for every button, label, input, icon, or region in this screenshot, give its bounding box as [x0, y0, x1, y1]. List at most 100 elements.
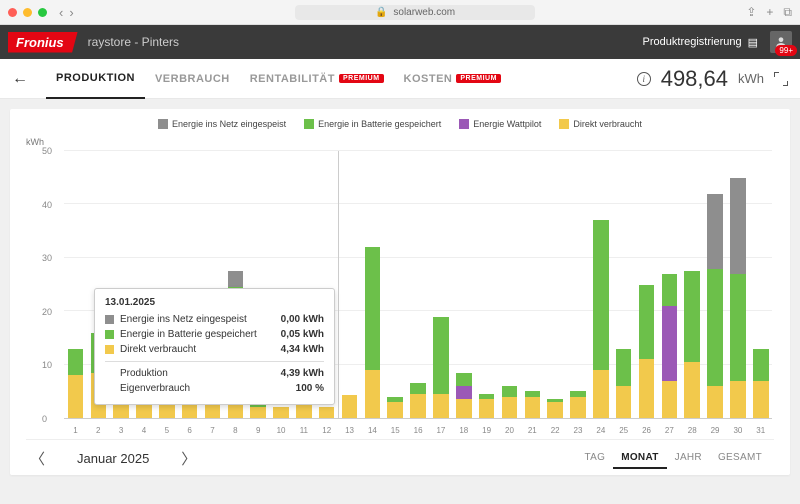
bar-day-17[interactable]	[430, 151, 453, 418]
bar-day-13[interactable]	[338, 151, 361, 418]
bar-seg-direct	[525, 397, 541, 418]
close-window[interactable]	[8, 8, 17, 17]
tooltip-spacer	[105, 384, 114, 393]
tooltip-row: Energie in Batterie gespeichert0,05 kWh	[105, 327, 324, 342]
bar-seg-direct	[753, 381, 769, 418]
browser-forward-icon[interactable]: ›	[69, 5, 73, 20]
bar-seg-battery	[639, 285, 655, 360]
share-icon[interactable]: ⇪	[746, 5, 756, 20]
bar-day-29[interactable]	[704, 151, 727, 418]
x-label: 16	[407, 426, 430, 435]
bar-day-25[interactable]	[612, 151, 635, 418]
bar-day-18[interactable]	[452, 151, 475, 418]
next-month-button[interactable]: 〉	[181, 448, 196, 469]
x-label: 5	[155, 426, 178, 435]
tooltip-swatch	[105, 330, 114, 339]
x-label: 8	[224, 426, 247, 435]
bar-seg-direct	[342, 395, 358, 418]
legend-swatch	[158, 119, 168, 129]
bar-seg-direct	[684, 362, 700, 418]
bar-seg-grid	[707, 194, 723, 269]
minimize-window[interactable]	[23, 8, 32, 17]
bar-day-22[interactable]	[544, 151, 567, 418]
bar-seg-direct	[365, 370, 381, 418]
bar-day-15[interactable]	[384, 151, 407, 418]
x-label: 18	[452, 426, 475, 435]
tooltip-summary-label: Eigenverbrauch	[120, 381, 260, 396]
x-label: 31	[749, 426, 772, 435]
period-tab-tag[interactable]: TAG	[577, 448, 614, 469]
bar-seg-battery	[684, 271, 700, 362]
chart-tooltip: 13.01.2025 Energie ins Netz eingespeist0…	[94, 288, 335, 405]
product-registration-link[interactable]: Produktregistrierung ▤	[643, 36, 758, 49]
bar-day-14[interactable]	[361, 151, 384, 418]
url-bar[interactable]: 🔒 solarweb.com	[295, 5, 535, 20]
new-tab-icon[interactable]: +	[766, 5, 773, 20]
x-label: 7	[201, 426, 224, 435]
bar-seg-direct	[570, 397, 586, 418]
tab-produktion[interactable]: PRODUKTION	[46, 59, 145, 99]
legend-item-direct[interactable]: Direkt verbraucht	[559, 119, 642, 129]
legend-item-battery[interactable]: Energie in Batterie gespeichert	[304, 119, 441, 129]
tab-rentabilität[interactable]: RENTABILITÄTPREMIUM	[240, 59, 394, 99]
legend-label: Direkt verbraucht	[573, 119, 642, 129]
legend-swatch	[459, 119, 469, 129]
legend-item-grid[interactable]: Energie ins Netz eingespeist	[158, 119, 286, 129]
bar-day-20[interactable]	[498, 151, 521, 418]
x-axis: 1234567891011121314151617181920212223242…	[64, 426, 772, 435]
browser-back-icon[interactable]: ‹	[59, 5, 63, 20]
browser-actions: ⇪ + ⧉	[746, 5, 792, 20]
bar-day-21[interactable]	[521, 151, 544, 418]
bar-day-26[interactable]	[635, 151, 658, 418]
x-label: 2	[87, 426, 110, 435]
bar-seg-direct	[319, 407, 335, 418]
bar-seg-battery	[456, 373, 472, 386]
x-label: 24	[589, 426, 612, 435]
bar-seg-direct	[68, 375, 84, 418]
user-menu[interactable]: 99+	[770, 31, 792, 53]
tooltip-summary: Produktion4,39 kWhEigenverbrauch100 %	[105, 366, 324, 396]
tooltip-swatch	[105, 315, 114, 324]
tab-verbrauch[interactable]: VERBRAUCH	[145, 59, 240, 99]
legend-item-wattpilot[interactable]: Energie Wattpilot	[459, 119, 541, 129]
fullscreen-icon[interactable]	[774, 72, 788, 86]
bar-day-24[interactable]	[589, 151, 612, 418]
x-label: 26	[635, 426, 658, 435]
maximize-window[interactable]	[38, 8, 47, 17]
bar-seg-direct	[547, 402, 563, 418]
tab-label: RENTABILITÄT	[250, 73, 335, 85]
bar-day-28[interactable]	[681, 151, 704, 418]
bar-day-30[interactable]	[726, 151, 749, 418]
tabs-icon[interactable]: ⧉	[783, 5, 792, 20]
brand-logo[interactable]: Fronius	[8, 32, 78, 53]
bar-seg-grid	[730, 178, 746, 274]
bar-seg-battery	[753, 349, 769, 381]
x-label: 15	[384, 426, 407, 435]
back-button[interactable]: ←	[12, 70, 28, 88]
bar-day-1[interactable]	[64, 151, 87, 418]
bar-seg-direct	[433, 394, 449, 418]
bar-seg-battery	[365, 247, 381, 370]
prev-month-button[interactable]: 〈	[30, 448, 45, 469]
tab-label: KOSTEN	[404, 73, 453, 85]
breadcrumb[interactable]: raystore - Pinters	[88, 35, 643, 49]
browser-chrome: ‹ › 🔒 solarweb.com ⇪ + ⧉	[0, 0, 800, 25]
bar-day-31[interactable]	[749, 151, 772, 418]
period-tab-gesamt[interactable]: GESAMT	[710, 448, 770, 469]
tooltip-summary-label: Produktion	[120, 366, 260, 381]
x-label: 6	[178, 426, 201, 435]
bar-day-23[interactable]	[567, 151, 590, 418]
tooltip-row: Direkt verbraucht4,34 kWh	[105, 342, 324, 357]
y-tick: 40	[42, 200, 52, 210]
today-marker	[338, 151, 339, 418]
info-icon[interactable]: i	[637, 72, 651, 86]
bar-seg-battery	[433, 317, 449, 394]
tab-kosten[interactable]: KOSTENPREMIUM	[394, 59, 511, 99]
browser-nav: ‹ ›	[59, 5, 74, 20]
period-tab-monat[interactable]: MONAT	[613, 448, 666, 469]
x-label: 4	[133, 426, 156, 435]
bar-day-16[interactable]	[407, 151, 430, 418]
period-tab-jahr[interactable]: JAHR	[667, 448, 710, 469]
bar-day-27[interactable]	[658, 151, 681, 418]
bar-day-19[interactable]	[475, 151, 498, 418]
